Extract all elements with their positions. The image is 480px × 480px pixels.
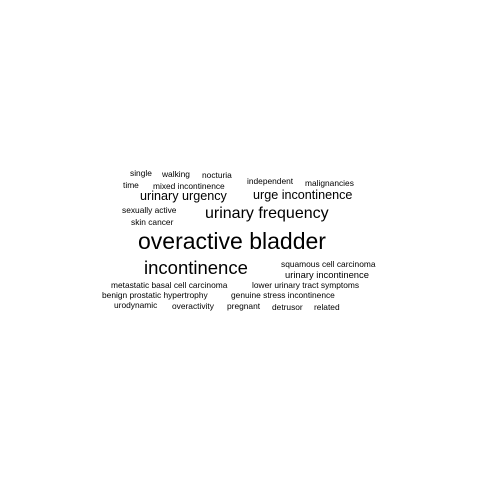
word-overactivity: overactivity: [172, 301, 214, 311]
word-time: time: [123, 180, 139, 190]
word-metastatic-basal-cell-carcinoma: metastatic basal cell carcinoma: [111, 280, 228, 290]
word-urinary-incontinence: urinary incontinence: [285, 269, 369, 280]
word-urinary-urgency: urinary urgency: [140, 189, 227, 203]
word-walking: walking: [162, 169, 190, 179]
word-squamous-cell-carcinoma: squamous cell carcinoma: [281, 259, 376, 269]
word-mixed-incontinence: mixed incontinence: [153, 181, 225, 191]
word-independent: independent: [247, 176, 294, 186]
word-urodynamic: urodynamic: [114, 300, 158, 310]
word-lower-urinary-tract-symptoms: lower urinary tract symptoms: [252, 280, 360, 290]
word-incontinence: incontinence: [144, 257, 248, 278]
word-detrusor: detrusor: [272, 302, 303, 312]
word-nocturia: nocturia: [202, 170, 232, 180]
word-single: single: [130, 168, 152, 178]
word-sexually-active: sexually active: [122, 205, 177, 215]
word-malignancies: malignancies: [305, 178, 354, 188]
word-urge-incontinence: urge incontinence: [253, 188, 353, 202]
word-genuine-stress-incontinence: genuine stress incontinence: [231, 290, 335, 300]
word-overactive-bladder: overactive bladder: [138, 228, 326, 254]
word-related: related: [314, 302, 340, 312]
word-skin-cancer: skin cancer: [131, 217, 174, 227]
word-urinary-frequency: urinary frequency: [205, 205, 329, 222]
word-pregnant: pregnant: [227, 301, 261, 311]
word-benign-prostatic-hypertrophy: benign prostatic hypertrophy: [102, 290, 208, 300]
